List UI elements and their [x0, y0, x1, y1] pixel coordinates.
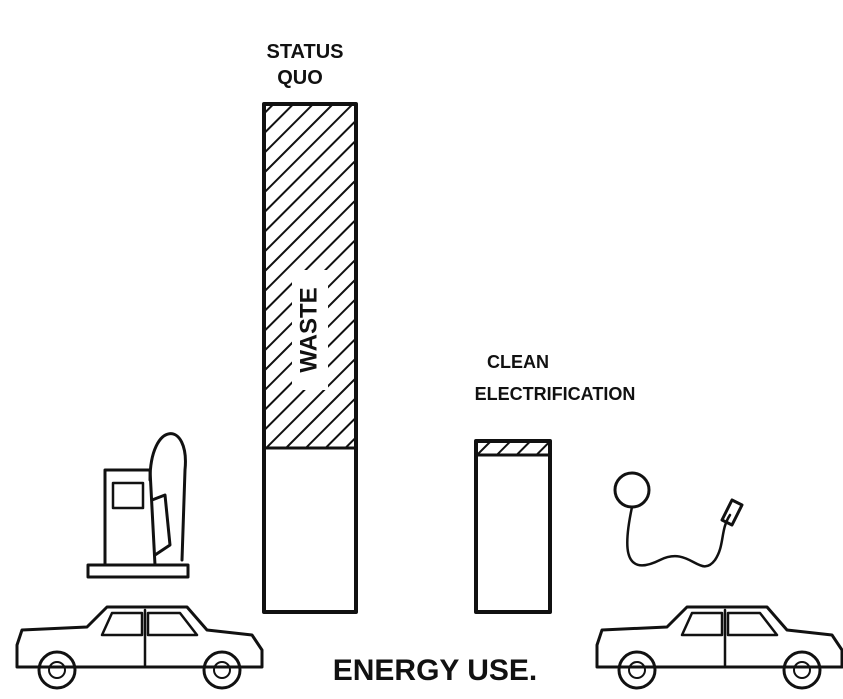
bar-label: QUO [277, 67, 323, 89]
truck-icon [595, 605, 843, 690]
bar-label: CLEAN [487, 352, 549, 372]
axis-label: ENERGY USE. [333, 654, 538, 687]
bar-label: STATUS [266, 41, 343, 63]
charger-icon [613, 471, 744, 568]
bar-label: ELECTRIFICATION [475, 384, 636, 404]
status-quo-bar [262, 102, 358, 614]
waste-label: WASTE [295, 287, 322, 372]
truck-icon [15, 605, 264, 690]
gas-pump-icon [86, 432, 190, 579]
electrification-bar [474, 439, 552, 614]
